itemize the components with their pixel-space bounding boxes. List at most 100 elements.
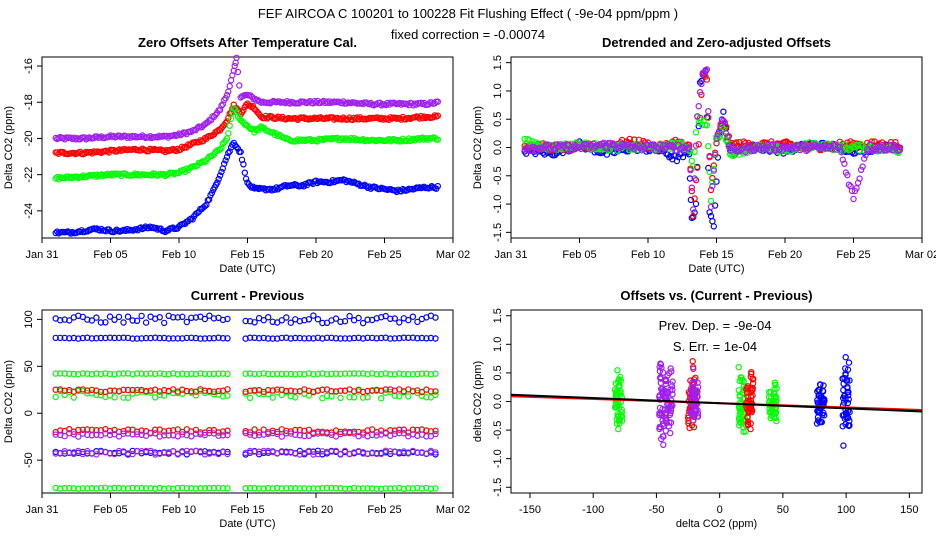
data-point [310, 312, 317, 319]
stats-annotation: S. Err. = 1e-04 [673, 339, 757, 354]
data-point [274, 430, 281, 438]
data-point [142, 447, 150, 455]
x-tick-label: Mar 02 [436, 504, 470, 516]
data-point [405, 393, 412, 400]
data-point [707, 186, 715, 194]
data-point [838, 148, 845, 156]
data-point [669, 386, 676, 393]
data-point [746, 406, 753, 413]
data-point [617, 373, 624, 381]
data-point [179, 484, 186, 492]
data-point [160, 432, 168, 439]
data-point [265, 335, 272, 342]
data-point [215, 387, 222, 395]
data-point [656, 367, 664, 375]
data-point [97, 334, 105, 342]
data-point [115, 484, 123, 492]
data-point [409, 371, 417, 378]
data-point [225, 149, 232, 157]
data-point [669, 391, 676, 398]
data-point [692, 387, 700, 394]
data-point [862, 151, 869, 159]
x-tick-label: Jan 31 [25, 504, 58, 516]
data-point [323, 371, 331, 378]
x-tick-label: Feb 10 [162, 504, 196, 516]
data-point [188, 433, 195, 440]
data-point [225, 88, 232, 95]
data-point [283, 427, 290, 434]
data-point [346, 335, 353, 342]
data-point [242, 101, 250, 109]
data-point [57, 334, 64, 342]
data-point [301, 485, 308, 492]
data-point [88, 432, 96, 439]
data-point [227, 115, 235, 123]
data-point [305, 485, 313, 492]
data-point [618, 412, 625, 419]
data-point [242, 370, 249, 377]
data-point [125, 133, 133, 140]
data-point [423, 394, 430, 401]
data-point [310, 430, 317, 437]
data-point [396, 370, 403, 377]
data-point [246, 102, 254, 109]
data-point [387, 485, 394, 492]
data-point [52, 386, 59, 393]
data-point [845, 388, 852, 396]
data-point [703, 122, 711, 129]
data-point [346, 370, 353, 377]
data-point [179, 370, 186, 377]
data-point [551, 151, 559, 159]
y-tick-label: -1.0 [492, 449, 504, 468]
data-point [724, 134, 731, 141]
data-point [369, 334, 376, 342]
fit-lines [510, 393, 923, 413]
data-point [323, 448, 331, 456]
data-point [748, 406, 755, 413]
data-point [224, 450, 231, 458]
data-point [861, 155, 868, 162]
data-point [310, 485, 317, 492]
data-point [75, 433, 82, 440]
data-point [106, 485, 114, 492]
data-point [76, 228, 84, 236]
data-point [846, 417, 853, 424]
data-point [106, 334, 114, 341]
data-point [332, 447, 340, 455]
data-point [277, 132, 285, 140]
data-point [251, 426, 258, 433]
y-tick-label: 100 [23, 310, 35, 328]
data-point [206, 335, 213, 342]
data-point [709, 174, 716, 182]
stats-annotation: Prev. Dep. = -9e-04 [659, 318, 772, 333]
x-tick-label: Feb 15 [230, 504, 264, 516]
y-tick-label: -18 [23, 94, 35, 110]
data-point [197, 448, 204, 455]
data-point [208, 189, 216, 197]
data-point [350, 484, 358, 492]
data-point [226, 82, 233, 90]
data-point [423, 450, 430, 457]
data-point [745, 142, 752, 149]
data-point [282, 181, 289, 189]
data-point [730, 144, 737, 151]
data-point [218, 168, 225, 176]
data-point [183, 485, 190, 492]
data-point [730, 152, 737, 160]
x-tick-label: Mar 02 [905, 249, 936, 261]
data-point [369, 485, 376, 492]
x-tick-label: Feb 15 [699, 249, 733, 261]
data-point [165, 432, 172, 439]
data-point [78, 173, 85, 181]
data-point [687, 166, 694, 174]
data-point [215, 484, 222, 492]
data-point [283, 485, 290, 492]
data-point [97, 448, 105, 455]
data-point [156, 314, 163, 321]
data-point [152, 224, 160, 232]
data-point [857, 166, 865, 173]
data-point [332, 315, 340, 322]
data-point [287, 387, 294, 394]
data-point [427, 184, 434, 191]
